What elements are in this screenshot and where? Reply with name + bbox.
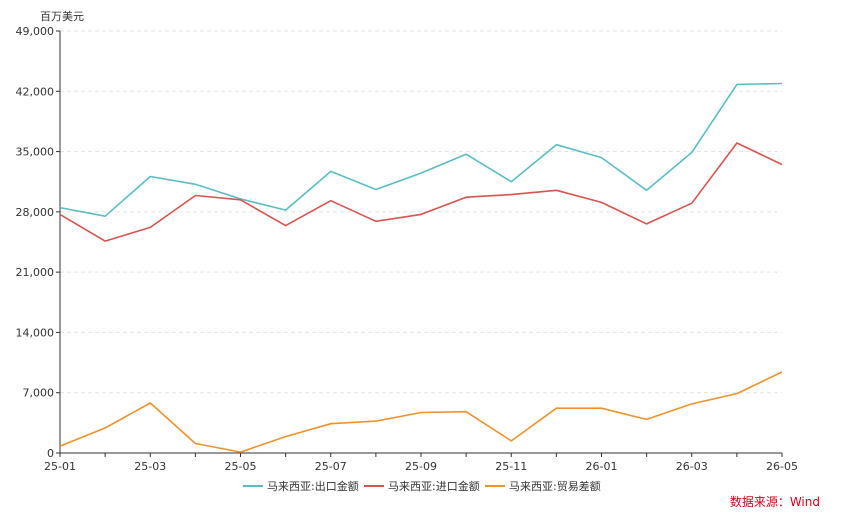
legend-label-3: 马来西亚:贸易差额 — [509, 479, 601, 493]
y-tick-label: 49,000 — [16, 25, 55, 38]
source-note: 数据来源：Wind — [730, 494, 820, 509]
y-tick-label: 42,000 — [16, 85, 55, 98]
y-tick-label: 7,000 — [23, 387, 55, 400]
series-line-3 — [59, 371, 783, 453]
x-tick-label: 25-09 — [405, 460, 437, 473]
legend-label-1: 马来西亚:出口金额 — [267, 479, 359, 493]
legend: 马来西亚:出口金额 马来西亚:进口金额 马来西亚:贸易差额 — [243, 479, 601, 493]
y-tick-label: 21,000 — [16, 266, 55, 279]
y-unit-label: 百万美元 — [40, 10, 84, 23]
series-line-2 — [59, 142, 783, 242]
y-tick-label: 0 — [47, 447, 54, 460]
grid-lines — [60, 30, 782, 394]
series-layer — [59, 82, 783, 453]
x-tick-label: 26-03 — [676, 460, 708, 473]
x-tick-label: 25-05 — [225, 460, 257, 473]
x-tick-label: 25-01 — [44, 460, 76, 473]
series-line-1 — [59, 82, 783, 217]
y-tick-label: 14,000 — [16, 326, 55, 339]
x-tick-label: 25-03 — [134, 460, 166, 473]
x-tick-label: 25-11 — [495, 460, 527, 473]
y-tick-label: 35,000 — [16, 146, 55, 159]
legend-label-2: 马来西亚:进口金额 — [388, 479, 480, 493]
x-tick-label: 26-01 — [586, 460, 618, 473]
axes: 0 7,000 14,000 21,000 28,000 35,000 42,000 49,0… — [16, 25, 798, 473]
y-tick-label: 28,000 — [16, 206, 55, 219]
x-tick-label: 26-05 — [766, 460, 798, 473]
x-tick-label: 25-07 — [315, 460, 347, 473]
